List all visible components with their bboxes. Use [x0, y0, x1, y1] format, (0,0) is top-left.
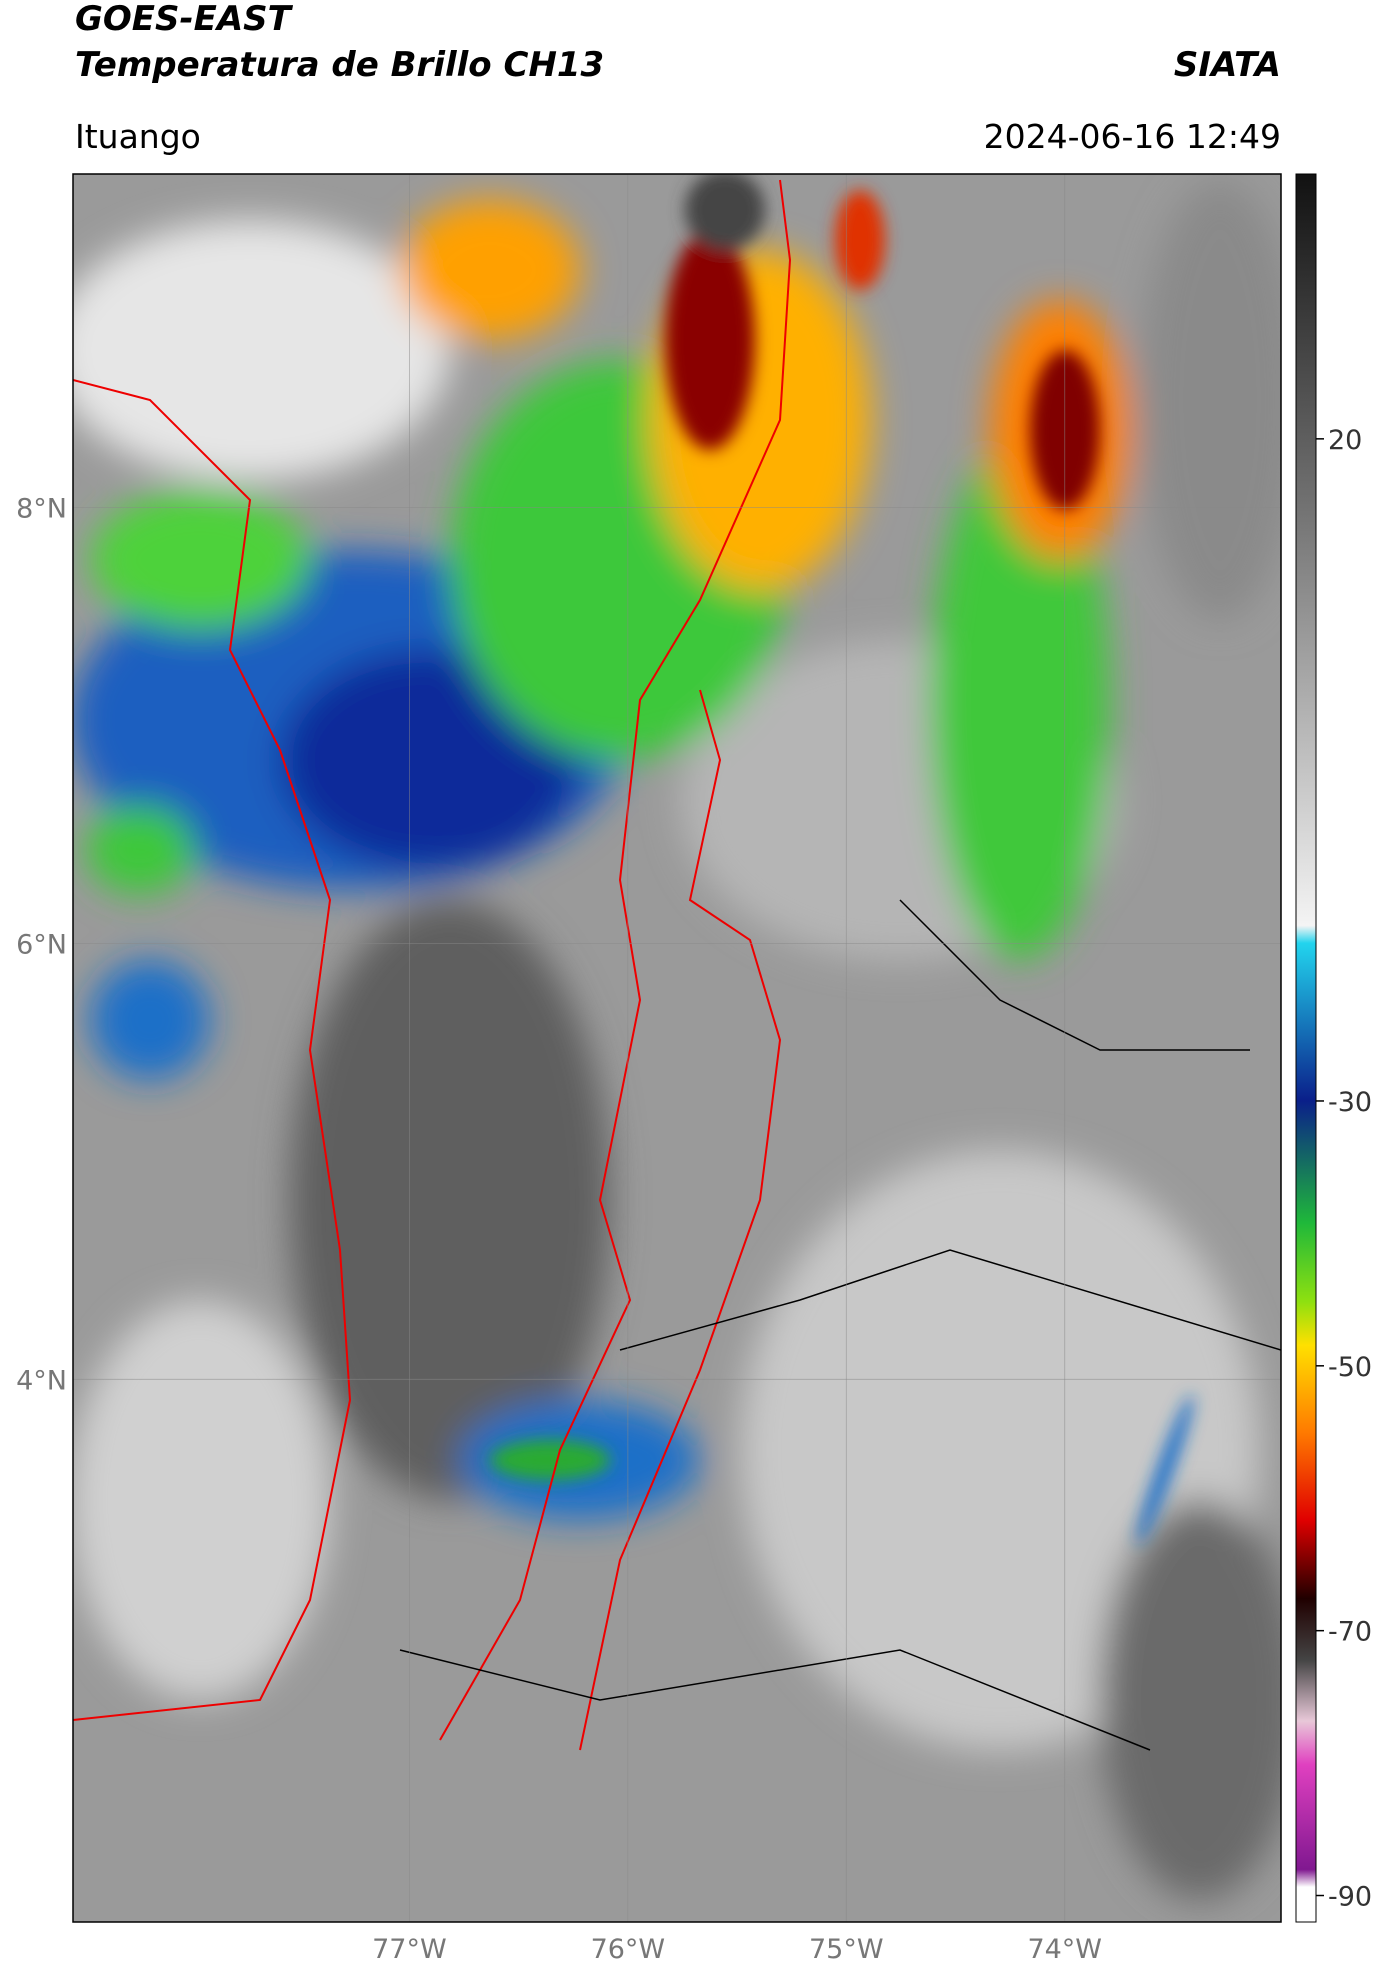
y-tick-label: 8°N — [16, 493, 67, 524]
y-tick-label: 4°N — [16, 1365, 67, 1396]
datetime: 2024-06-16 12:49 — [984, 117, 1281, 156]
colorbar-tick-label: -50 — [1328, 1352, 1372, 1383]
subtitle: Temperatura de Brillo CH13 — [75, 45, 604, 85]
satellite-image — [73, 174, 1281, 1922]
x-tick-label: 76°W — [591, 1934, 666, 1965]
colorbar-tick-label: 20 — [1328, 425, 1362, 456]
grid — [73, 174, 1281, 1922]
title: GOES-EAST — [75, 0, 294, 39]
x-tick-label: 75°W — [809, 1934, 884, 1965]
colorbar-tick-label: -90 — [1328, 1882, 1372, 1913]
x-tick-label: 77°W — [372, 1934, 447, 1965]
location: Ituango — [75, 117, 201, 156]
y-tick-label: 6°N — [16, 929, 67, 960]
colorbar — [1295, 173, 1317, 1923]
colorbar-tick-label: -70 — [1328, 1617, 1372, 1648]
map-frame — [72, 173, 1282, 1923]
colorbar-tick-label: -30 — [1328, 1087, 1372, 1118]
x-tick-label: 74°W — [1027, 1934, 1102, 1965]
source: SIATA — [1174, 45, 1281, 85]
